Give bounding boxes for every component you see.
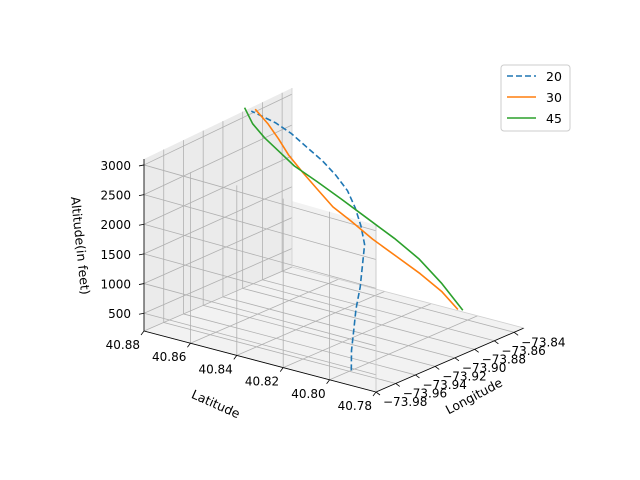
axis-lines	[143, 88, 525, 393]
x-tick-mark	[474, 349, 479, 353]
z-axis-label: Altitude(in feet)	[68, 196, 93, 296]
y-tick-mark	[279, 367, 284, 372]
x-gridline-floor	[282, 270, 515, 333]
x-gridline-floor	[203, 305, 436, 367]
legend-label-30: 30	[546, 90, 562, 105]
y-tick-label: 40.82	[245, 375, 279, 389]
tick-labels: −73.98−73.96−73.94−73.92−73.90−73.88−73.…	[100, 159, 565, 413]
z-gridline-left	[143, 283, 377, 347]
x-tick-label: −73.92	[442, 369, 486, 383]
y-gridline-floor	[190, 278, 339, 344]
z-gridline-left	[143, 312, 377, 376]
y-tick-mark	[326, 379, 330, 385]
x-tick-label: −73.96	[403, 386, 447, 400]
z-tick-mark	[138, 164, 145, 167]
z-gridline-back	[143, 124, 293, 195]
z-gridline-back	[143, 186, 293, 255]
y-gridline-floor	[143, 266, 293, 332]
y-axis-line	[143, 330, 377, 393]
axis-panes	[144, 88, 524, 392]
series-line-45	[243, 107, 464, 311]
z-gridline-left	[143, 194, 377, 260]
z-tick-mark	[138, 283, 145, 285]
x-gridline-floor	[222, 296, 456, 359]
x-gridline-floor	[163, 322, 396, 384]
y-tick-label: 40.86	[152, 350, 186, 364]
y-tick-label: 40.80	[291, 387, 325, 401]
y-tick-label: 40.88	[106, 338, 140, 352]
y-tick-label: 40.78	[338, 399, 372, 413]
z-tick-label: 3000	[100, 159, 131, 173]
z-tick-mark	[138, 223, 145, 226]
x-tick-mark	[494, 340, 499, 345]
x-axis-line	[375, 327, 525, 393]
y-axis-label: Latitude	[189, 387, 242, 422]
z-tick-mark	[138, 194, 145, 196]
z-tick-mark	[138, 312, 145, 315]
series-lines	[243, 107, 464, 371]
z-tick-mark	[138, 253, 145, 256]
z-tick-label: 2500	[100, 189, 131, 203]
z-gridline-back	[143, 248, 293, 314]
z-gridline-left	[143, 164, 377, 232]
x-tick-label: −73.84	[521, 335, 565, 349]
z-tick-label: 1500	[100, 248, 131, 262]
z-gridline-back	[143, 155, 293, 225]
z-gridline-left	[143, 253, 377, 318]
legend: 20 30 45	[500, 64, 571, 132]
y-tick-mark	[187, 342, 191, 348]
x-gridline-floor	[262, 279, 495, 342]
x-tick-mark	[513, 331, 519, 336]
z-tick-label: 500	[108, 307, 131, 321]
floor-right-edge	[291, 266, 525, 329]
x-tick-mark	[375, 391, 381, 396]
z-tick-label: 2000	[100, 218, 131, 232]
z-gridline-back	[143, 217, 293, 284]
y-tick-mark	[233, 355, 238, 360]
x-tick-label: −73.94	[422, 378, 466, 392]
back-wall-pane	[144, 88, 292, 331]
y-tick-mark	[372, 391, 377, 397]
x-tick-label: −73.88	[482, 352, 526, 366]
legend-frame	[500, 64, 571, 132]
z-gridline-back	[143, 93, 293, 166]
z-gridline-left	[143, 223, 377, 289]
series-line-20	[250, 110, 366, 371]
legend-label-20: 20	[546, 69, 562, 84]
x-tick-label: −73.98	[383, 395, 427, 409]
series-line-30	[254, 108, 459, 311]
z-tick-label: 1000	[100, 278, 131, 292]
x-tick-mark	[454, 357, 460, 362]
legend-label-45: 45	[546, 111, 562, 126]
x-tick-label: −73.86	[501, 344, 545, 358]
x-gridline-floor	[242, 287, 475, 350]
y-tick-mark	[140, 330, 145, 336]
x-tick-label: −73.90	[462, 361, 506, 375]
x-gridline-floor	[183, 313, 416, 376]
y-tick-label: 40.84	[198, 362, 232, 376]
x-tick-mark	[415, 374, 420, 379]
x-tick-mark	[395, 383, 400, 387]
x-tick-mark	[434, 366, 440, 370]
